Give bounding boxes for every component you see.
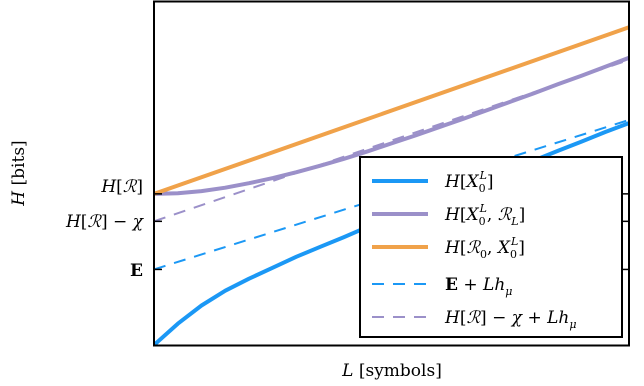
y-axis-label: H [bits] [9, 140, 29, 206]
legend-label-e-lh: E + Lhμ [445, 275, 512, 298]
axes-frame [153, 0, 630, 347]
legend-label-h-x: H[X0L] [444, 169, 494, 195]
series-line-h-x0-l-r-l- [154, 55, 629, 196]
x-axis-label: L [symbols] [341, 361, 442, 381]
series-line-h-r0-x0-l- [154, 25, 629, 196]
legend-box [359, 156, 623, 338]
legend: H[X0L] H[X0L, ℛL] H[ℛ0, X0L] E + Lhμ H[ℛ… [359, 156, 623, 338]
legend-label-h-r-x: H[ℛ0, X0L] [444, 235, 525, 261]
y-tick-label-h-r: H[ℛ] [100, 177, 143, 197]
legend-label-hr-chi-lh: H[ℛ] − χ + Lhμ [444, 308, 577, 331]
y-tick-label-e: E [130, 261, 143, 281]
legend-label-h-x-r: H[X0L, ℛL] [444, 202, 525, 228]
y-tick-labels: H[ℛ] H[ℛ] − χ E [65, 177, 145, 281]
y-tick-label-h-r-minus-chi: H[ℛ] − χ [65, 212, 145, 232]
